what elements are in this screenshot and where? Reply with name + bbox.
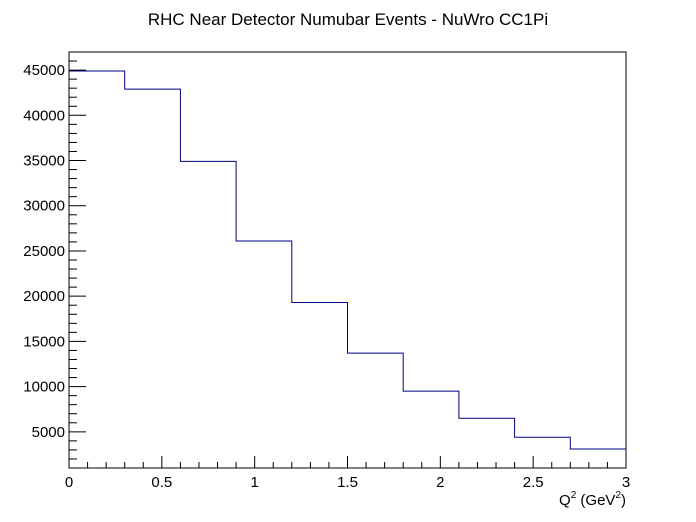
y-axis xyxy=(69,51,86,469)
y-tick-label: 40000 xyxy=(23,107,65,124)
x-tick-label: 1.5 xyxy=(337,474,358,491)
y-tick-label: 5000 xyxy=(32,424,65,441)
x-tick-label: 0.5 xyxy=(151,474,172,491)
y-tick-label: 15000 xyxy=(23,333,65,350)
x-tick-labels: 0 0.5 1 1.5 2 2.5 3 xyxy=(65,474,630,491)
x-axis xyxy=(68,456,627,468)
x-tick-label: 3 xyxy=(622,474,630,491)
y-tick-label: 10000 xyxy=(23,379,65,396)
chart-title: RHC Near Detector Numubar Events - NuWro… xyxy=(148,10,548,29)
y-tick-label: 45000 xyxy=(23,62,65,79)
y-tick-label: 25000 xyxy=(23,243,65,260)
x-axis-label: Q2 (GeV2) xyxy=(559,490,626,509)
x-tick-label: 1 xyxy=(250,474,258,491)
y-tick-labels: 5000 10000 15000 20000 25000 30000 35000 40000 4… xyxy=(23,62,65,441)
y-tick-label: 35000 xyxy=(23,153,65,170)
y-tick-label: 30000 xyxy=(23,198,65,215)
x-tick-label: 2 xyxy=(436,474,444,491)
histogram-outline xyxy=(69,70,626,450)
y-tick-label: 20000 xyxy=(23,288,65,305)
x-tick-label: 2.5 xyxy=(523,474,544,491)
plot-frame xyxy=(68,51,627,469)
x-tick-label: 0 xyxy=(65,474,73,491)
